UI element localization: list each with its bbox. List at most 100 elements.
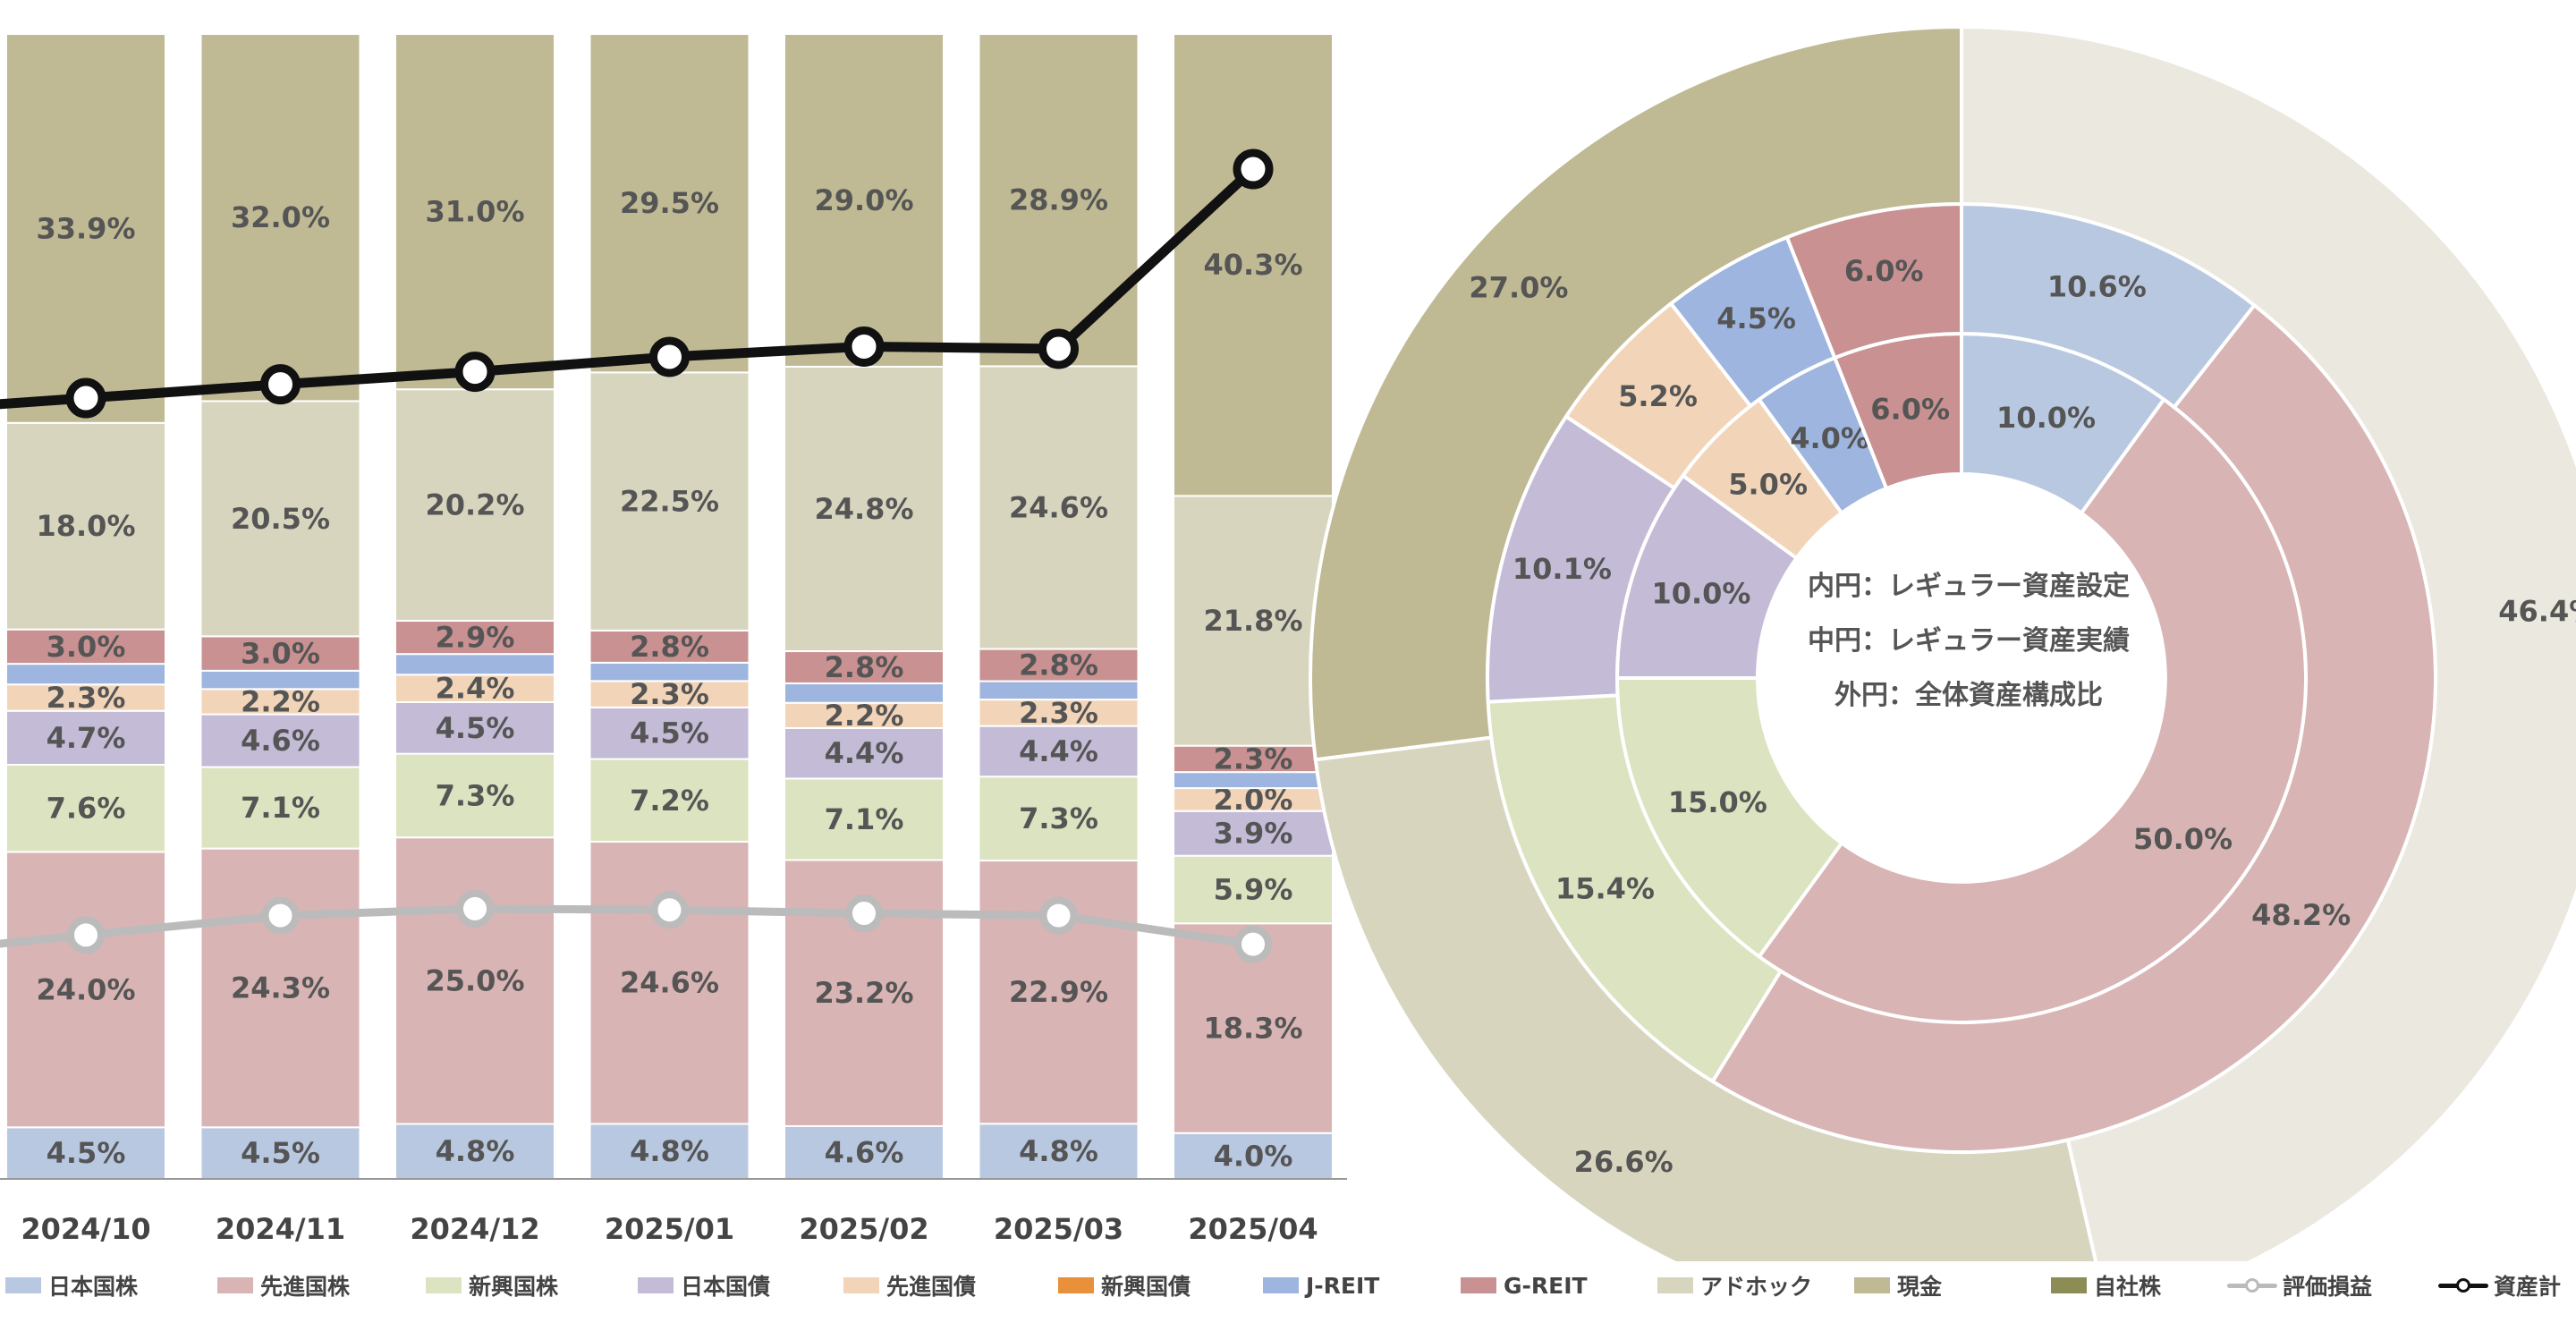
bar-data-label: 7.1% [241,791,320,825]
bar-data-label: 2.8% [1019,649,1098,682]
line-資産計 [0,164,1258,410]
bar-segment [1173,810,1334,857]
legend-item: 自社株 [2051,1272,2162,1300]
line-marker [454,352,496,393]
bar-segment [978,365,1140,650]
bar-segment [978,33,1140,368]
donut-data-label: 5.0% [1728,468,1808,502]
stacked-bar-chart: 4.5% 24.0% 7.6% 4.7% 2.3% 3.0% 18.0% 33.9% 2024/… [0,33,1347,1246]
bar-data-label: 3.9% [1214,817,1293,851]
legend-label: 自社株 [2094,1274,2162,1300]
bar-data-label: 21.8% [1203,604,1302,638]
bar-segment [784,777,945,861]
donut-center-text: 外円：全体資産構成比 [1835,680,2103,711]
bar-data-label: 40.3% [1203,248,1302,282]
legend-swatch [843,1277,879,1293]
donut-data-label: 10.0% [1996,401,2096,435]
bar-segment [1173,787,1334,812]
bar-data-label: 24.3% [231,971,330,1005]
legend-swatch [1657,1277,1693,1293]
bar-data-label: 18.3% [1203,1012,1302,1046]
legend-line-marker [2438,1276,2488,1294]
x-tick-label: 2025/04 [1188,1212,1318,1246]
bar-data-label: 33.9% [36,211,135,245]
legend-item: 評価損益 [2227,1272,2373,1300]
donut-data-label: 6.0% [1844,254,1924,288]
bar-data-label: 4.4% [825,736,904,770]
donut-segment [1960,24,2576,1261]
legend-label: 評価損益 [2283,1274,2373,1300]
legend-swatch [5,1277,41,1293]
bar-segment [1173,33,1334,497]
bar-segment [5,1126,166,1180]
donut-data-label: 15.0% [1668,785,1767,819]
donut-data-label: 27.0% [1469,271,1568,305]
legend-label: 現金 [1897,1274,1943,1300]
donut-chart: 10.0%50.0%15.0%10.0%5.0%4.0%6.0%10.6%48.… [1309,24,2576,1261]
bar-data-label: 7.2% [630,784,709,818]
legend-label: 先進国債 [886,1274,977,1300]
donut-data-label: 6.0% [1870,392,1950,426]
bar-data-label: 4.6% [825,1136,904,1170]
bar-data-label: 2.8% [825,650,904,684]
legend-item: 新興国債 [1058,1272,1191,1300]
bar-segment [978,725,1140,778]
legend-label: G-REIT [1504,1272,1588,1299]
bar-segment [394,1123,555,1181]
line-marker [456,889,494,928]
bar-data-label: 2.3% [630,677,709,711]
bar-segment [199,847,361,1129]
x-tick-label: 2025/02 [799,1212,928,1246]
line-marker [649,336,690,377]
bar-segment [5,851,166,1129]
line-series-layer [0,148,1274,963]
bar-segment [784,701,945,729]
chart-legend: 日本国株 先進国株 新興国株 日本国債 先進国債 新興国債 J-REIT G-REIT アドホッ… [0,1261,2576,1315]
bar-segment [784,650,945,684]
legend-item: J-REIT [1263,1272,1379,1299]
bar-segment [784,365,945,653]
bar-data-label: 20.5% [231,502,330,536]
bar-data-label: 3.0% [241,637,320,671]
bar-segment [589,840,750,1125]
bar-data-label: 7.3% [436,778,515,812]
legend-item: G-REIT [1461,1272,1588,1299]
bar-segment [978,699,1140,727]
donut-data-label: 4.0% [1790,421,1869,455]
bar-segment [589,661,750,682]
legend-item: 新興国株 [426,1272,558,1300]
legend-item: 先進国株 [217,1272,350,1300]
line-marker [67,916,105,954]
bar-data-label: 7.6% [47,792,126,826]
bar-data-label: 29.0% [814,183,913,217]
bar-segment [1173,1132,1334,1181]
bar-segment [199,713,361,768]
bar-segment [199,688,361,716]
x-tick-label: 2025/03 [994,1212,1123,1246]
bar-segment [199,33,361,403]
bar-data-label: 24.8% [814,492,913,526]
bar-data-label: 4.0% [1214,1139,1293,1173]
donut-center-text: 中円：レギュラー資産実績 [1808,625,2130,657]
bar-data-label: 2.3% [1214,742,1293,776]
legend-item: 日本国株 [5,1272,138,1300]
donut-data-label: 10.6% [2047,269,2147,303]
bar-data-label: 2.9% [436,621,515,655]
donut-data-label: 4.5% [1716,301,1796,335]
bar-segment [978,1123,1140,1180]
bar-data-label: 4.6% [241,724,320,758]
line-marker [260,364,301,405]
donut-data-label: 48.2% [2251,898,2351,932]
legend-label: 資産計 [2494,1274,2562,1300]
bar-data-label: 2.3% [47,681,126,715]
bar-data-label: 25.0% [425,963,524,997]
bar-data-label: 7.3% [1019,801,1098,835]
bar-data-label: 32.0% [231,200,330,234]
line-marker [845,894,883,933]
legend-item: アドホック [1657,1272,1812,1300]
legend-label: 日本国債 [681,1274,771,1300]
bar-segment [5,421,166,631]
bar-segment [1173,854,1334,925]
bar-data-label: 2.8% [630,630,709,664]
legend-item: 先進国債 [843,1272,977,1300]
